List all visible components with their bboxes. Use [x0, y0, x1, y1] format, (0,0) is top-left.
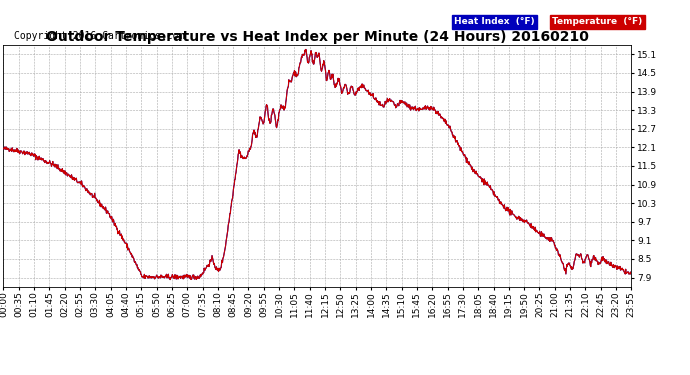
Text: Copyright 2016 Cartronics.com: Copyright 2016 Cartronics.com	[14, 32, 184, 41]
Text: Temperature  (°F): Temperature (°F)	[552, 17, 642, 26]
Text: Heat Index  (°F): Heat Index (°F)	[454, 17, 535, 26]
Title: Outdoor Temperature vs Heat Index per Minute (24 Hours) 20160210: Outdoor Temperature vs Heat Index per Mi…	[46, 30, 589, 44]
